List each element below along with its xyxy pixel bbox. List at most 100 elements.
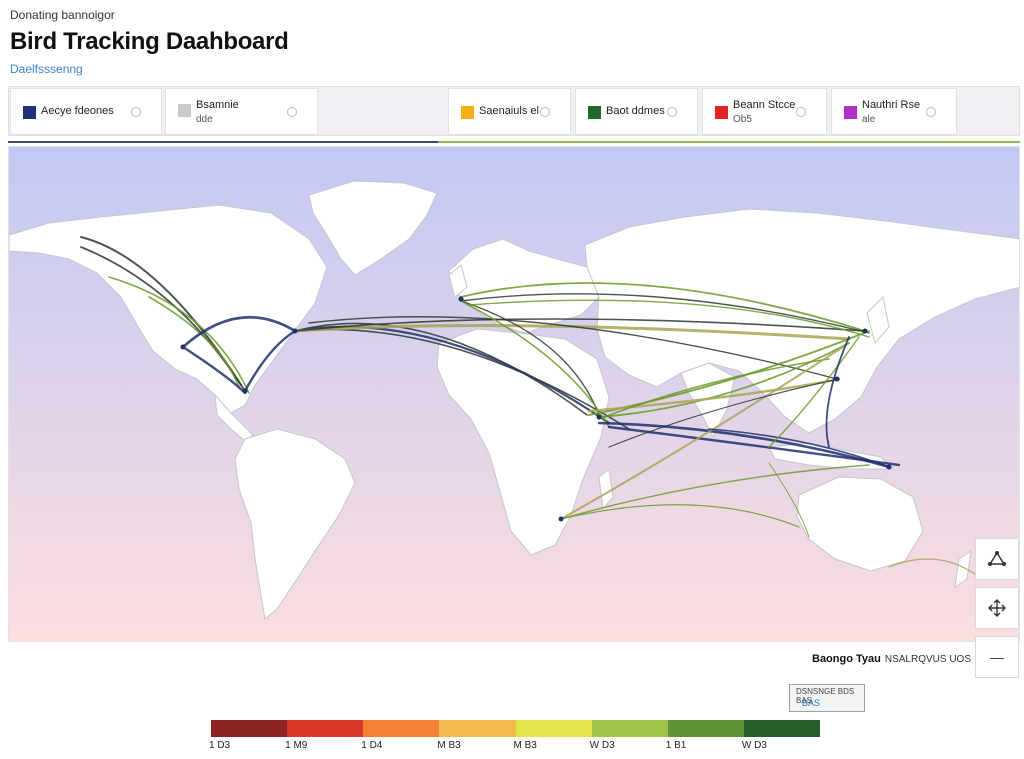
- route-waypoint: [180, 344, 186, 350]
- scale-label: M B3: [437, 740, 461, 751]
- landmass-greenland: [308, 180, 438, 276]
- route-waypoint: [596, 414, 602, 420]
- legend-swatch: [23, 106, 36, 119]
- route-waypoint: [862, 328, 868, 334]
- scale-label: M B3: [513, 740, 537, 751]
- migration-route: [608, 378, 840, 448]
- legend-label: Bsamnie: [196, 99, 239, 111]
- move-arrows-icon: [988, 599, 1006, 617]
- layer-selector-caption: DSNSNGE BDS BAS: [796, 687, 855, 705]
- migration-route: [243, 329, 297, 393]
- scale-segment-6: [591, 720, 668, 737]
- migration-route: [460, 282, 866, 332]
- visibility-icon[interactable]: [131, 107, 141, 117]
- scale-label: 1 D4: [361, 740, 383, 751]
- migration-route: [597, 421, 891, 469]
- migration-route: [598, 342, 850, 418]
- migration-route: [294, 318, 866, 332]
- scale-segment-2: [287, 720, 364, 737]
- legend-item-6[interactable]: Nauthri Rse ale: [831, 88, 957, 135]
- scale-label: 1 B1: [665, 740, 687, 751]
- landmass-uk: [448, 264, 468, 298]
- migration-route: [181, 315, 297, 349]
- visibility-icon[interactable]: [667, 107, 677, 117]
- scale-segment-1: [211, 720, 288, 737]
- legend-item-3[interactable]: Saenaiuls el: [448, 88, 571, 135]
- visibility-icon[interactable]: [926, 107, 936, 117]
- migration-route: [294, 322, 588, 416]
- legend-swatch: [588, 106, 601, 119]
- scale-segment-4: [439, 720, 516, 737]
- legend-label: Nauthri Rse: [862, 99, 921, 111]
- layer-selector-value: BAS: [802, 698, 821, 708]
- layer-selector[interactable]: DSNSNGE BDS BAS BAS: [789, 684, 865, 712]
- visibility-icon[interactable]: [796, 107, 806, 117]
- route-waypoint: [292, 328, 298, 334]
- migration-route: [108, 276, 250, 394]
- header-kicker: Donating bannoigor: [10, 8, 115, 22]
- layer-toggle-button[interactable]: [975, 538, 1019, 580]
- legend-label: Baot ddmes: [606, 105, 665, 117]
- migration-route: [825, 336, 850, 448]
- migration-route: [308, 316, 838, 380]
- migration-route: [598, 358, 830, 420]
- control-label-title: Baongo Tyau: [812, 653, 881, 665]
- legend-sublabel: ale: [862, 114, 876, 125]
- zoom-out-button[interactable]: —: [975, 636, 1019, 678]
- legend-swatch: [178, 104, 191, 117]
- minus-icon: —: [990, 649, 1004, 665]
- page-title: Bird Tracking Daahboard: [10, 28, 289, 55]
- visibility-icon[interactable]: [287, 107, 297, 117]
- migration-route: [181, 345, 247, 395]
- migration-route: [708, 428, 890, 468]
- migration-route: [587, 377, 841, 413]
- legend-swatch: [461, 106, 474, 119]
- species-legend: Aecye fdeones Bsamnie dde Saenaiuls el B…: [8, 86, 1020, 136]
- color-scale-labels: 1 D3 1 M9 1 D4 M B3 M B3 W D3 1 B1 W D3: [207, 740, 827, 754]
- landmass-asia: [584, 208, 1019, 434]
- migration-route: [293, 324, 851, 341]
- route-waypoint: [458, 296, 464, 302]
- migration-route: [460, 293, 870, 334]
- timeline-track[interactable]: [8, 141, 1020, 143]
- map-control-label: Baongo Tyau NSALRQVUS UOS: [812, 653, 971, 665]
- route-waypoint: [242, 388, 248, 394]
- landmass-new-zealand: [954, 549, 972, 589]
- scale-segment-3: [363, 720, 440, 737]
- color-scale: [211, 720, 820, 737]
- migration-route: [460, 300, 600, 416]
- visibility-icon[interactable]: [540, 107, 550, 117]
- legend-sublabel: Ob5: [733, 114, 752, 125]
- legend-sublabel: dde: [196, 114, 213, 125]
- legend-item-4[interactable]: Baot ddmes: [575, 88, 698, 135]
- legend-item-2[interactable]: Bsamnie dde: [165, 88, 318, 135]
- map-canvas: [9, 147, 1019, 641]
- scale-label: 1 D3: [209, 740, 231, 751]
- legend-item-1[interactable]: Aecye fdeones: [10, 88, 162, 135]
- legend-swatch: [844, 106, 857, 119]
- legend-item-5[interactable]: Beann Stcce Ob5: [702, 88, 827, 135]
- migration-map[interactable]: [8, 146, 1020, 642]
- timeline-progress: [8, 141, 438, 143]
- migration-route: [768, 462, 810, 538]
- scale-segment-8: [743, 720, 820, 737]
- landmass-africa: [436, 328, 610, 556]
- scale-segment-5: [515, 720, 592, 737]
- landmass-madagascar: [598, 468, 614, 511]
- legend-swatch: [715, 106, 728, 119]
- route-waypoint: [886, 464, 892, 470]
- triangle-nodes-icon: [988, 551, 1006, 566]
- migration-route: [560, 504, 800, 528]
- legend-label: Beann Stcce: [733, 99, 796, 111]
- control-label-sub: NSALRQVUS UOS: [884, 654, 971, 665]
- details-link[interactable]: Daelfsssenng: [10, 62, 83, 76]
- landmass-south-america: [234, 428, 356, 620]
- pan-button[interactable]: [975, 587, 1019, 629]
- migration-route: [560, 342, 850, 520]
- migration-route: [768, 336, 860, 448]
- route-waypoint: [558, 516, 564, 522]
- migration-route: [560, 464, 870, 520]
- migration-routes: [80, 236, 980, 578]
- legend-label: Aecye fdeones: [41, 105, 114, 117]
- landmass-japan: [866, 295, 890, 345]
